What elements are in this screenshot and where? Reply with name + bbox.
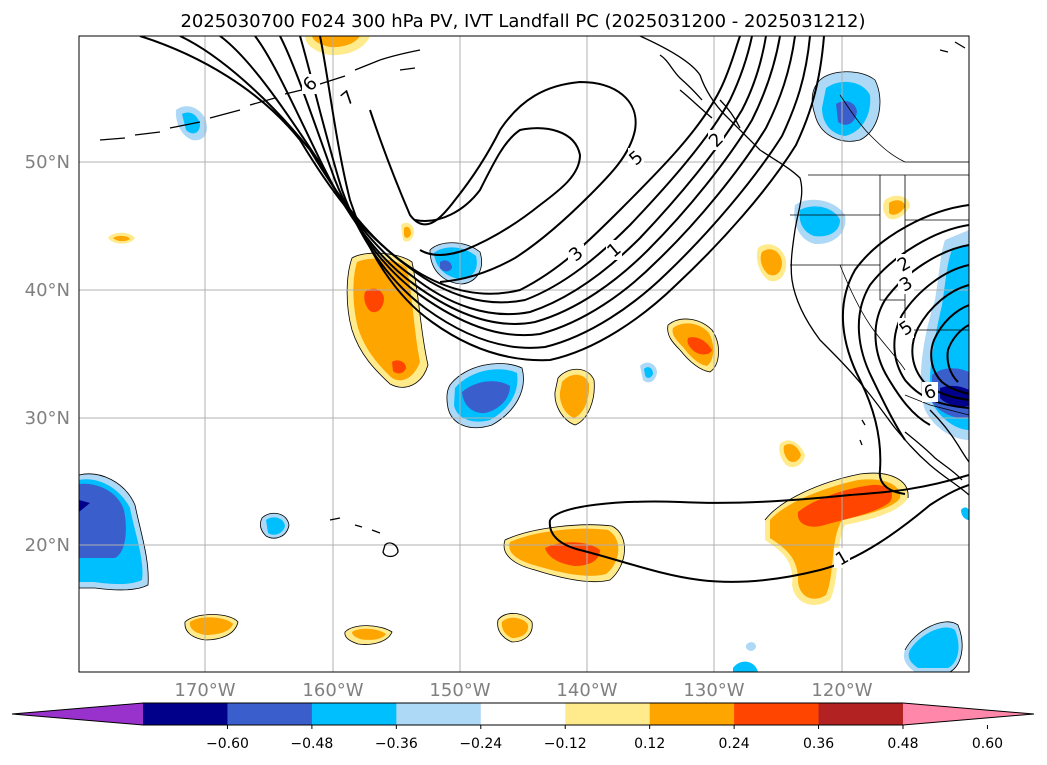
pv-positive-area: [783, 444, 801, 463]
ivt-contour-line: [874, 244, 969, 426]
colorbar-outline: [11, 702, 1035, 726]
ivt-contour-line: [946, 324, 969, 383]
coastlines: [99, 36, 969, 558]
page-title: 2025030700 F024 300 hPa PV, IVT Landfall…: [180, 11, 865, 32]
colorbar-segment: [311, 703, 397, 725]
pv-positive-area: [797, 484, 892, 527]
pv-negative-area: [836, 101, 857, 125]
colorbar-tick-label: 0.60: [972, 736, 1003, 752]
colorbar-tick-label: −0.24: [459, 736, 502, 752]
ivt-contour-line: [911, 284, 969, 401]
pv-positive-area: [364, 288, 384, 313]
colorbar-segment: [480, 703, 566, 725]
map-frame: [78, 35, 970, 673]
ivt-contour-line: [841, 204, 969, 495]
pv-negative-area: [733, 661, 758, 672]
colorbar-tick-label: −0.60: [206, 736, 249, 752]
lat-label-50n: 50°N: [25, 152, 70, 173]
colorbar-segment: [396, 703, 482, 725]
pv-negative-area: [961, 507, 969, 520]
colorbar-segment: [565, 703, 651, 725]
colorbar-tick-label: 0.12: [634, 736, 665, 752]
colorbar-segment: [734, 703, 820, 725]
lon-label-140w: 140°W: [556, 680, 617, 701]
ivt-contour-line: [279, 36, 796, 337]
pv-positive-area: [545, 542, 600, 566]
colorbar-segment: [818, 703, 904, 725]
lat-label-30n: 30°N: [25, 408, 70, 429]
ivt-contour-line: [548, 484, 969, 583]
pv-negative-area: [79, 500, 90, 512]
ivt-contour-line: [549, 474, 969, 521]
latitude-labels: 50°N 40°N 30°N 20°N: [25, 152, 70, 556]
colorbar-segment: [227, 703, 313, 725]
colorbar-segment: [649, 703, 735, 725]
pv-positive-area: [312, 36, 360, 48]
pv-negative-area: [644, 367, 653, 378]
pv-positive-area: [392, 360, 406, 374]
ivt-contour-line: [179, 36, 753, 304]
pv-positive-area: [501, 617, 529, 638]
lat-label-20n: 20°N: [25, 535, 70, 556]
colorbar: −0.60 −0.48 −0.36 −0.24 −0.12 0.12 0.24 0.36 0.4…: [11, 702, 1035, 752]
pv-positive-area: [760, 249, 782, 276]
lon-label-170w: 170°W: [174, 680, 235, 701]
pv-positive-area: [889, 200, 905, 215]
colorbar-tick-label: 0.24: [719, 736, 750, 752]
ivt-contour-line: [319, 36, 825, 362]
pv-positive-area: [687, 337, 712, 355]
lon-label-150w: 150°W: [429, 680, 490, 701]
lat-label-40n: 40°N: [25, 280, 70, 301]
graticule: [79, 36, 969, 672]
colorbar-extend-max: [903, 703, 1034, 725]
colorbar-tick-label: 0.36: [803, 736, 834, 752]
pv-positive-area: [113, 235, 130, 242]
ivt-contour-line: [219, 36, 767, 316]
pv-negative-area: [746, 642, 756, 651]
pv-positive-area: [559, 374, 590, 418]
ivt-contour-line: [857, 224, 969, 441]
ivt-contour-line: [139, 36, 741, 295]
lon-label-130w: 130°W: [683, 680, 744, 701]
ivt-contour-line: [414, 127, 582, 256]
colorbar-tick-label: −0.12: [544, 736, 587, 752]
pv-negative-area: [908, 627, 959, 668]
colorbar-tick-label: 0.48: [887, 736, 918, 752]
ivt-contour-line: [299, 36, 811, 349]
pv-negative-area: [462, 381, 510, 414]
pv-positive-area: [189, 617, 233, 635]
colorbar-extend-min: [12, 703, 143, 725]
pv-negative-area: [182, 112, 200, 134]
map-panel: 6 7 5 2 3 1 2 3 5 6 1: [78, 35, 970, 673]
contour-labels: 6 7 5 2 3 1 2 3 5 6 1: [299, 73, 939, 571]
pv-positive-area: [404, 226, 411, 238]
pv-shading: [79, 36, 969, 672]
colorbar-tick-label: −0.36: [375, 736, 418, 752]
ivt-contours: [139, 36, 969, 583]
ivt-contour-line: [254, 36, 781, 325]
longitude-labels: 170°W 160°W 150°W 140°W 130°W 120°W: [174, 680, 872, 701]
lon-label-120w: 120°W: [811, 680, 872, 701]
pv-negative-area: [440, 260, 452, 272]
lon-label-160w: 160°W: [302, 680, 363, 701]
pv-positive-area: [352, 628, 386, 640]
ivt-contour-line: [369, 80, 637, 283]
ivt-contour-line: [930, 304, 969, 395]
pv-negative-area: [799, 206, 840, 237]
colorbar-tick-label: −0.48: [290, 736, 333, 752]
colorbar-segment: [143, 703, 228, 725]
pv-negative-area: [79, 483, 126, 558]
pv-negative-area: [266, 517, 285, 535]
